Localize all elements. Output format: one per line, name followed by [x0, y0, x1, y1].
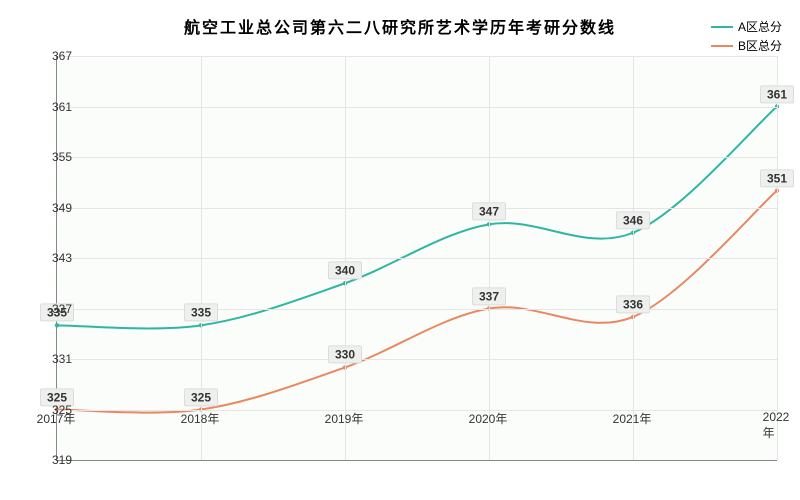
legend-label-a: A区总分: [738, 18, 782, 35]
gridline-h: [57, 157, 777, 158]
gridline-h: [57, 359, 777, 360]
y-tick-label: 343: [32, 251, 72, 265]
data-label: 351: [760, 169, 794, 187]
y-tick-label: 367: [32, 49, 72, 63]
legend-label-b: B区总分: [738, 37, 782, 54]
gridline-v: [345, 56, 346, 460]
legend-item: B区总分: [711, 37, 782, 54]
data-label: 330: [328, 346, 362, 364]
y-tick-label: 361: [32, 100, 72, 114]
data-point: [55, 323, 59, 327]
x-tick-label: 2022年: [763, 410, 790, 441]
y-tick-label: 349: [32, 201, 72, 215]
data-label: 361: [760, 85, 794, 103]
plot-area: 335335340347346361325325330337336351: [56, 56, 777, 461]
y-tick-label: 331: [32, 352, 72, 366]
y-tick-label: 355: [32, 150, 72, 164]
data-label: 337: [472, 287, 506, 305]
legend: A区总分 B区总分: [711, 18, 782, 56]
data-label: 346: [616, 211, 650, 229]
data-label: 336: [616, 295, 650, 313]
x-tick-label: 2020年: [469, 410, 508, 427]
x-tick-label: 2018年: [181, 410, 220, 427]
gridline-h: [57, 208, 777, 209]
data-label: 335: [184, 304, 218, 322]
data-label: 347: [472, 203, 506, 221]
x-tick-label: 2017年: [37, 410, 76, 427]
gridline-h: [57, 410, 777, 411]
gridline-v: [777, 56, 778, 460]
gridline-h: [57, 309, 777, 310]
chart-container: 航空工业总公司第六二八研究所艺术学历年考研分数线 A区总分 B区总分 335 33…: [0, 0, 800, 500]
data-label: 325: [184, 388, 218, 406]
legend-swatch-b: [711, 45, 733, 47]
gridline-v: [489, 56, 490, 460]
y-tick-label: 319: [32, 453, 72, 467]
legend-swatch-a: [711, 26, 733, 28]
gridline-v: [633, 56, 634, 460]
data-label: 340: [328, 262, 362, 280]
gridline-h: [57, 56, 777, 57]
x-tick-label: 2019年: [325, 410, 364, 427]
gridline-h: [57, 258, 777, 259]
series-line: [57, 191, 777, 413]
chart-title: 航空工业总公司第六二八研究所艺术学历年考研分数线: [0, 14, 800, 38]
x-tick-label: 2021年: [613, 410, 652, 427]
legend-item: A区总分: [711, 18, 782, 35]
y-tick-label: 337: [32, 302, 72, 316]
gridline-h: [57, 107, 777, 108]
